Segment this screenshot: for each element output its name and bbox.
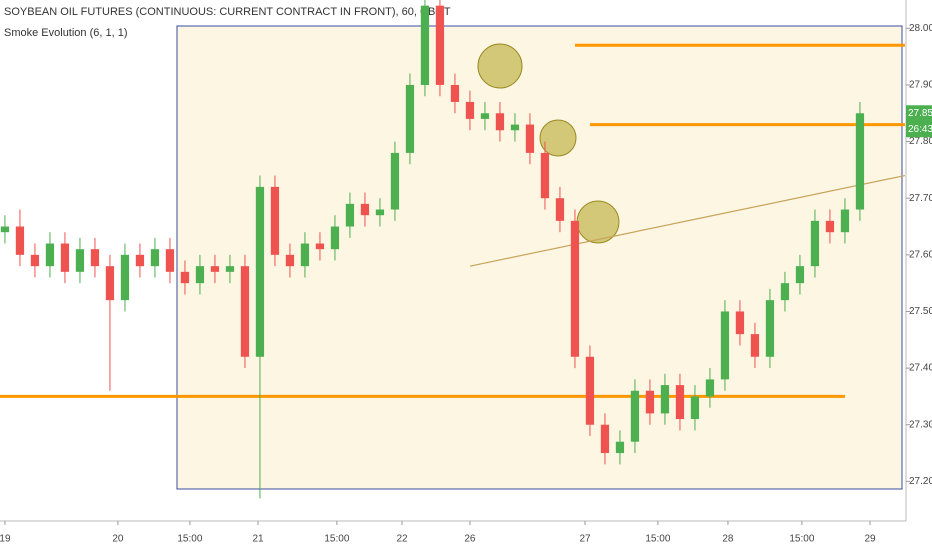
candle-body (480, 113, 490, 119)
candle-body (300, 243, 310, 267)
candle-body (495, 113, 505, 131)
x-tick-label: 21 (252, 534, 264, 545)
candle-body (0, 226, 10, 233)
candle-body (135, 254, 145, 267)
candle-body (270, 186, 280, 255)
countdown-label: 26:43 (908, 124, 932, 135)
trend-line (469, 174, 906, 267)
candle-body (405, 84, 415, 153)
candle-body (780, 283, 790, 301)
candle-body (225, 266, 235, 272)
candle-body (195, 266, 205, 284)
candle-body (180, 271, 190, 284)
candle-body (525, 124, 535, 153)
candle-body (105, 266, 115, 301)
candle-body (15, 226, 25, 255)
candle-body (420, 5, 430, 85)
last-price-label: 27.85 (908, 108, 932, 119)
candle-body (765, 300, 775, 357)
candle-body (255, 186, 265, 357)
highlight-box (176, 25, 903, 490)
candle-body (360, 203, 370, 216)
y-tick-label: 27.60 (909, 249, 932, 260)
y-tick-label: 27.90 (909, 80, 932, 91)
candle-body (540, 152, 550, 199)
x-tick-label: 28 (722, 534, 734, 545)
candle-body (840, 209, 850, 233)
candle-body (240, 266, 250, 357)
candle-body (435, 5, 445, 85)
candle-body (570, 220, 580, 357)
y-tick-label: 27.30 (909, 419, 932, 430)
candle-body (705, 379, 715, 397)
candle-body (825, 220, 835, 233)
x-tick-label: 15:00 (177, 534, 202, 545)
last-price-box (906, 105, 932, 138)
candle-body (630, 390, 640, 442)
x-tick-label: 19 (0, 534, 11, 545)
candle-body (750, 334, 760, 357)
x-tick-label: 29 (864, 534, 876, 545)
y-tick-label: 27.40 (909, 363, 932, 374)
candle-body (45, 243, 55, 267)
candle-body (645, 390, 655, 414)
candle-body (690, 396, 700, 420)
candle-body (345, 203, 355, 227)
chart-title: SOYBEAN OIL FUTURES (CONTINUOUS: CURRENT… (4, 6, 451, 18)
y-tick-label: 28.00 (909, 23, 932, 34)
marker-circle (477, 43, 523, 89)
candle-body (660, 385, 670, 414)
candle-body (60, 243, 70, 272)
x-tick-label: 15:00 (645, 534, 670, 545)
candle-body (285, 254, 295, 267)
y-tick-label: 27.50 (909, 306, 932, 317)
candle-body (795, 266, 805, 284)
candle-body (75, 249, 85, 272)
candle-body (315, 243, 325, 250)
candle-body (615, 441, 625, 454)
y-tick-label: 27.20 (909, 476, 932, 487)
candle-body (390, 152, 400, 210)
candle-body (210, 266, 220, 272)
candle-body (465, 101, 475, 119)
x-tick-label: 27 (579, 534, 591, 545)
candle-body (600, 424, 610, 454)
candle-body (510, 124, 520, 131)
candle-body (735, 311, 745, 335)
candle-body (855, 113, 865, 210)
candle-body (330, 226, 340, 250)
candle-body (555, 198, 565, 221)
y-tick-label: 27.70 (909, 193, 932, 204)
candle-body (165, 249, 175, 272)
x-tick-label: 20 (112, 534, 124, 545)
x-tick-label: 15:00 (324, 534, 349, 545)
candle-body (150, 249, 160, 267)
x-tick-label: 22 (396, 534, 408, 545)
candle-body (585, 356, 595, 425)
candle-body (375, 209, 385, 216)
indicator-name: Smoke Evolution (6, 1, 1) (4, 27, 128, 39)
candle-body (450, 84, 460, 102)
x-tick-label: 15:00 (789, 534, 814, 545)
y-tick-label: 27.80 (909, 136, 932, 147)
candle-body (720, 311, 730, 380)
candle-body (30, 254, 40, 267)
candle-body (810, 220, 820, 267)
marker-circle (539, 119, 577, 157)
candle-body (675, 385, 685, 420)
candle-body (90, 249, 100, 267)
x-tick-label: 26 (464, 534, 476, 545)
candle-body (120, 254, 130, 301)
